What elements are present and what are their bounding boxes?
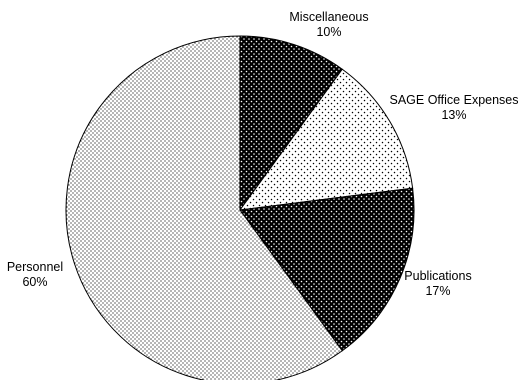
slice-label-publications: Publications [404,269,471,283]
slice-value-sage-office-expenses: 13% [441,108,466,122]
slice-value-personnel: 60% [22,275,47,289]
slice-label-personnel: Personnel [7,260,63,274]
slice-value-miscellaneous: 10% [316,25,341,39]
pie-slice-personnel [65,35,343,380]
pie-slice-publications [239,187,415,352]
pie-slice-miscellaneous [239,35,343,212]
pie-slices [65,35,415,380]
pie-slice-sage-office-expenses [238,68,414,211]
slice-value-publications: 17% [425,284,450,298]
slice-label-miscellaneous: Miscellaneous [289,10,368,24]
slice-label-sage-office-expenses: SAGE Office Expenses [390,93,519,107]
pie-labels: Miscellaneous 10% SAGE Office Expenses 1… [7,10,519,298]
